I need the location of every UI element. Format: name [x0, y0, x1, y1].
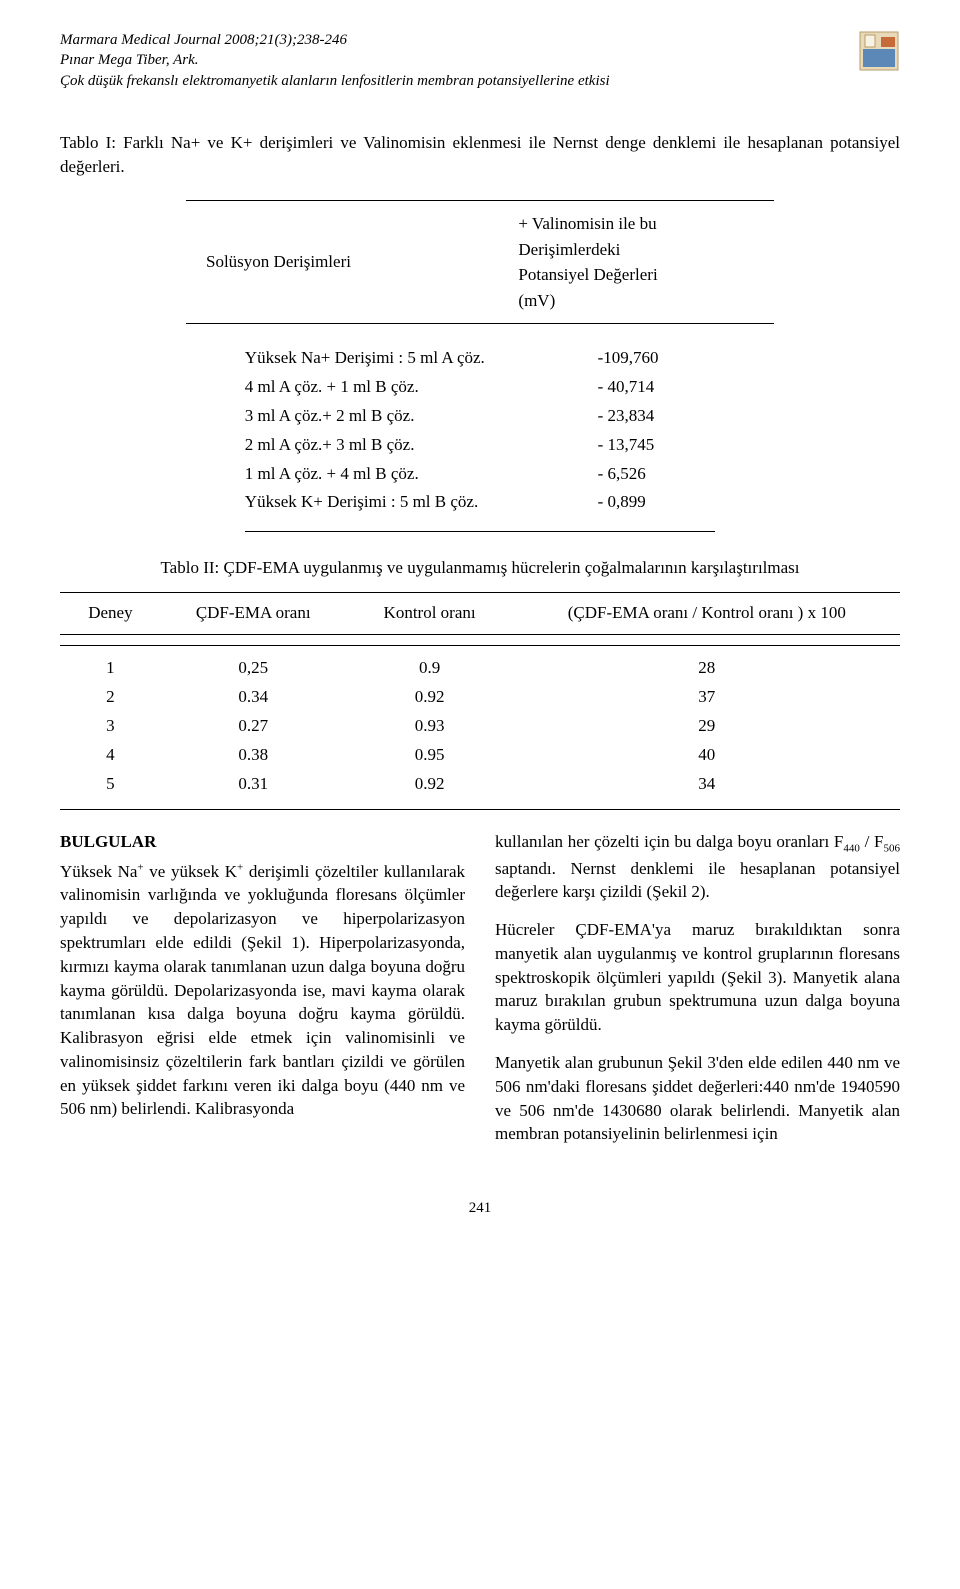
t1-value: - 13,745 — [598, 431, 716, 460]
t1-head-r1: + Valinomisin ile bu — [518, 211, 774, 237]
t2-cell: 2 — [60, 683, 161, 712]
txt: Yüksek Na — [60, 862, 137, 881]
right-paragraph-3: Manyetik alan grubunun Şekil 3'den elde … — [495, 1051, 900, 1146]
t1-value: - 23,834 — [598, 402, 716, 431]
table-row: 3 ml A çöz.+ 2 ml B çöz. - 23,834 — [245, 402, 715, 431]
table2-header-row: Deney ÇDF-EMA oranı Kontrol oranı (ÇDF-E… — [60, 593, 900, 635]
t2-cell: 28 — [514, 654, 900, 683]
txt: saptandı. Nernst denklemi ile hesaplanan… — [495, 859, 900, 902]
table-row: 1 ml A çöz. + 4 ml B çöz. - 6,526 — [245, 460, 715, 489]
table-row: 2 0.34 0.92 37 — [60, 683, 900, 712]
t1-head-r4: (mV) — [518, 288, 774, 314]
t1-head-r3: Potansiyel Değerleri — [518, 262, 774, 288]
table-row: 5 0.31 0.92 34 — [60, 770, 900, 799]
table-row: Yüksek Na+ Derişimi : 5 ml A çöz. -109,7… — [245, 344, 715, 373]
t2-h4: (ÇDF-EMA oranı / Kontrol oranı ) x 100 — [514, 599, 900, 628]
t1-label: Yüksek Na+ Derişimi : 5 ml A çöz. — [245, 344, 598, 373]
authors-line: Pınar Mega Tiber, Ark. — [60, 50, 610, 70]
t1-value: - 0,899 — [598, 488, 716, 517]
t2-cell: 3 — [60, 712, 161, 741]
left-column: BULGULAR Yüksek Na+ ve yüksek K+ derişim… — [60, 830, 465, 1161]
t2-h3: Kontrol oranı — [346, 599, 514, 628]
t2-cell: 0.27 — [161, 712, 346, 741]
table1-head-left: Solüsyon Derişimleri — [186, 211, 518, 313]
t1-label: Yüksek K+ Derişimi : 5 ml B çöz. — [245, 488, 598, 517]
table-row: 1 0,25 0.9 28 — [60, 654, 900, 683]
t1-value: -109,760 — [598, 344, 716, 373]
t2-cell: 0,25 — [161, 654, 346, 683]
table-row: 4 ml A çöz. + 1 ml B çöz. - 40,714 — [245, 373, 715, 402]
table2: Deney ÇDF-EMA oranı Kontrol oranı (ÇDF-E… — [60, 592, 900, 809]
journal-citation: Marmara Medical Journal 2008;21(3);238-2… — [60, 30, 610, 50]
table-row: Yüksek K+ Derişimi : 5 ml B çöz. - 0,899 — [245, 488, 715, 517]
t2-h2: ÇDF-EMA oranı — [161, 599, 346, 628]
t1-label: 2 ml A çöz.+ 3 ml B çöz. — [245, 431, 598, 460]
section-heading: BULGULAR — [60, 830, 465, 854]
subscript-506: 506 — [884, 842, 901, 854]
t2-cell: 37 — [514, 683, 900, 712]
t2-cell: 4 — [60, 741, 161, 770]
right-paragraph-2: Hücreler ÇDF-EMA'ya maruz bırakıldıktan … — [495, 918, 900, 1037]
left-paragraph-1: Yüksek Na+ ve yüksek K+ derişimli çözelt… — [60, 860, 465, 1122]
t2-cell: 0.92 — [346, 770, 514, 799]
t2-cell: 40 — [514, 741, 900, 770]
t2-cell: 0.92 — [346, 683, 514, 712]
table2-separator — [60, 635, 900, 646]
article-title: Çok düşük frekanslı elektromanyetik alan… — [60, 71, 610, 91]
t2-cell: 0.38 — [161, 741, 346, 770]
running-header: Marmara Medical Journal 2008;21(3);238-2… — [60, 30, 610, 91]
txt: ve yüksek K — [144, 862, 237, 881]
table-row: 2 ml A çöz.+ 3 ml B çöz. - 13,745 — [245, 431, 715, 460]
t1-label: 3 ml A çöz.+ 2 ml B çöz. — [245, 402, 598, 431]
table1-caption: Tablo I: Farklı Na+ ve K+ derişimleri ve… — [60, 131, 900, 180]
table1: Solüsyon Derişimleri + Valinomisin ile b… — [186, 200, 774, 532]
t1-head-r2: Derişimlerdeki — [518, 237, 774, 263]
t2-cell: 1 — [60, 654, 161, 683]
table1-head-right: + Valinomisin ile bu Derişimlerdeki Pota… — [518, 211, 774, 313]
t2-cell: 0.93 — [346, 712, 514, 741]
right-column: kullanılan her çözelti için bu dalga boy… — [495, 830, 900, 1161]
t2-cell: 29 — [514, 712, 900, 741]
t2-cell: 5 — [60, 770, 161, 799]
t2-cell: 0.34 — [161, 683, 346, 712]
t1-value: - 40,714 — [598, 373, 716, 402]
t1-label: 4 ml A çöz. + 1 ml B çöz. — [245, 373, 598, 402]
right-paragraph-1: kullanılan her çözelti için bu dalga boy… — [495, 830, 900, 904]
page-number: 241 — [60, 1200, 900, 1217]
table2-caption: Tablo II: ÇDF-EMA uygulanmış ve uygulanm… — [60, 558, 900, 578]
table-row: 4 0.38 0.95 40 — [60, 741, 900, 770]
t2-cell: 0.95 — [346, 741, 514, 770]
t1-label: 1 ml A çöz. + 4 ml B çöz. — [245, 460, 598, 489]
t1-value: - 6,526 — [598, 460, 716, 489]
txt: kullanılan her çözelti için bu dalga boy… — [495, 832, 843, 851]
body-columns: BULGULAR Yüksek Na+ ve yüksek K+ derişim… — [60, 830, 900, 1161]
txt: / F — [860, 832, 884, 851]
t2-cell: 0.31 — [161, 770, 346, 799]
t2-h1: Deney — [60, 599, 161, 628]
t2-cell: 34 — [514, 770, 900, 799]
t2-cell: 0.9 — [346, 654, 514, 683]
journal-logo-icon — [858, 30, 900, 72]
txt: derişimli çözeltiler kullanılarak valino… — [60, 862, 465, 1119]
table-row: 3 0.27 0.93 29 — [60, 712, 900, 741]
subscript-440: 440 — [843, 842, 860, 854]
